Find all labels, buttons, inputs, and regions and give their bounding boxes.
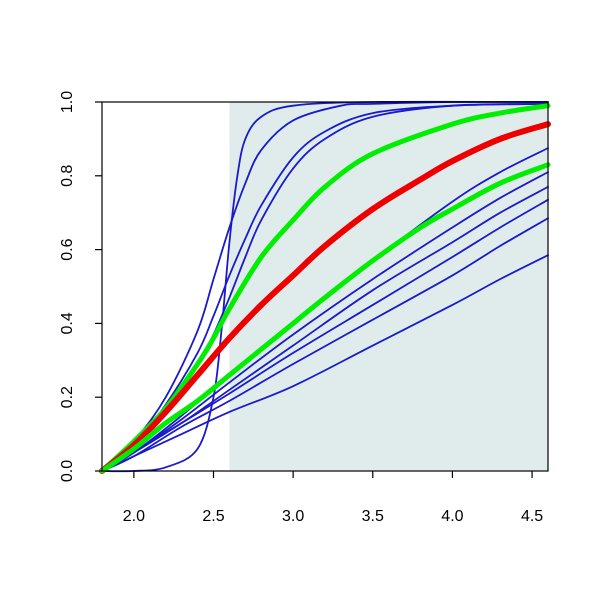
series-line-9 — [101, 217, 549, 472]
series-layer — [99, 100, 551, 474]
y-tick-label: 0.6 — [59, 238, 76, 260]
x-tick-label: 4.0 — [441, 508, 463, 525]
plot-frame — [101, 101, 549, 472]
y-tick-label: 0.8 — [59, 165, 76, 187]
series-line-12 — [99, 121, 551, 474]
series-line-1 — [101, 100, 549, 473]
x-tick-label: 3.0 — [282, 508, 304, 525]
y-tick-label: 1.0 — [59, 91, 76, 113]
x-tick-label: 2.5 — [202, 508, 224, 525]
y-axis: 0.0 0.2 0.4 0.6 0.8 1.0 — [59, 91, 102, 482]
x-tick-label: 3.5 — [362, 508, 384, 525]
x-axis: 2.0 2.5 3.0 3.5 4.0 4.5 — [123, 471, 543, 525]
series-line-2 — [101, 100, 549, 472]
y-tick-label: 0.0 — [59, 460, 76, 482]
series-line-8 — [101, 198, 549, 472]
series-line-13 — [99, 162, 551, 474]
x-tick-label: 2.0 — [123, 508, 145, 525]
x-tick-label: 4.5 — [521, 508, 543, 525]
y-tick-label: 0.4 — [59, 312, 76, 334]
series-line-10 — [101, 254, 549, 472]
y-tick-label: 0.2 — [59, 386, 76, 408]
